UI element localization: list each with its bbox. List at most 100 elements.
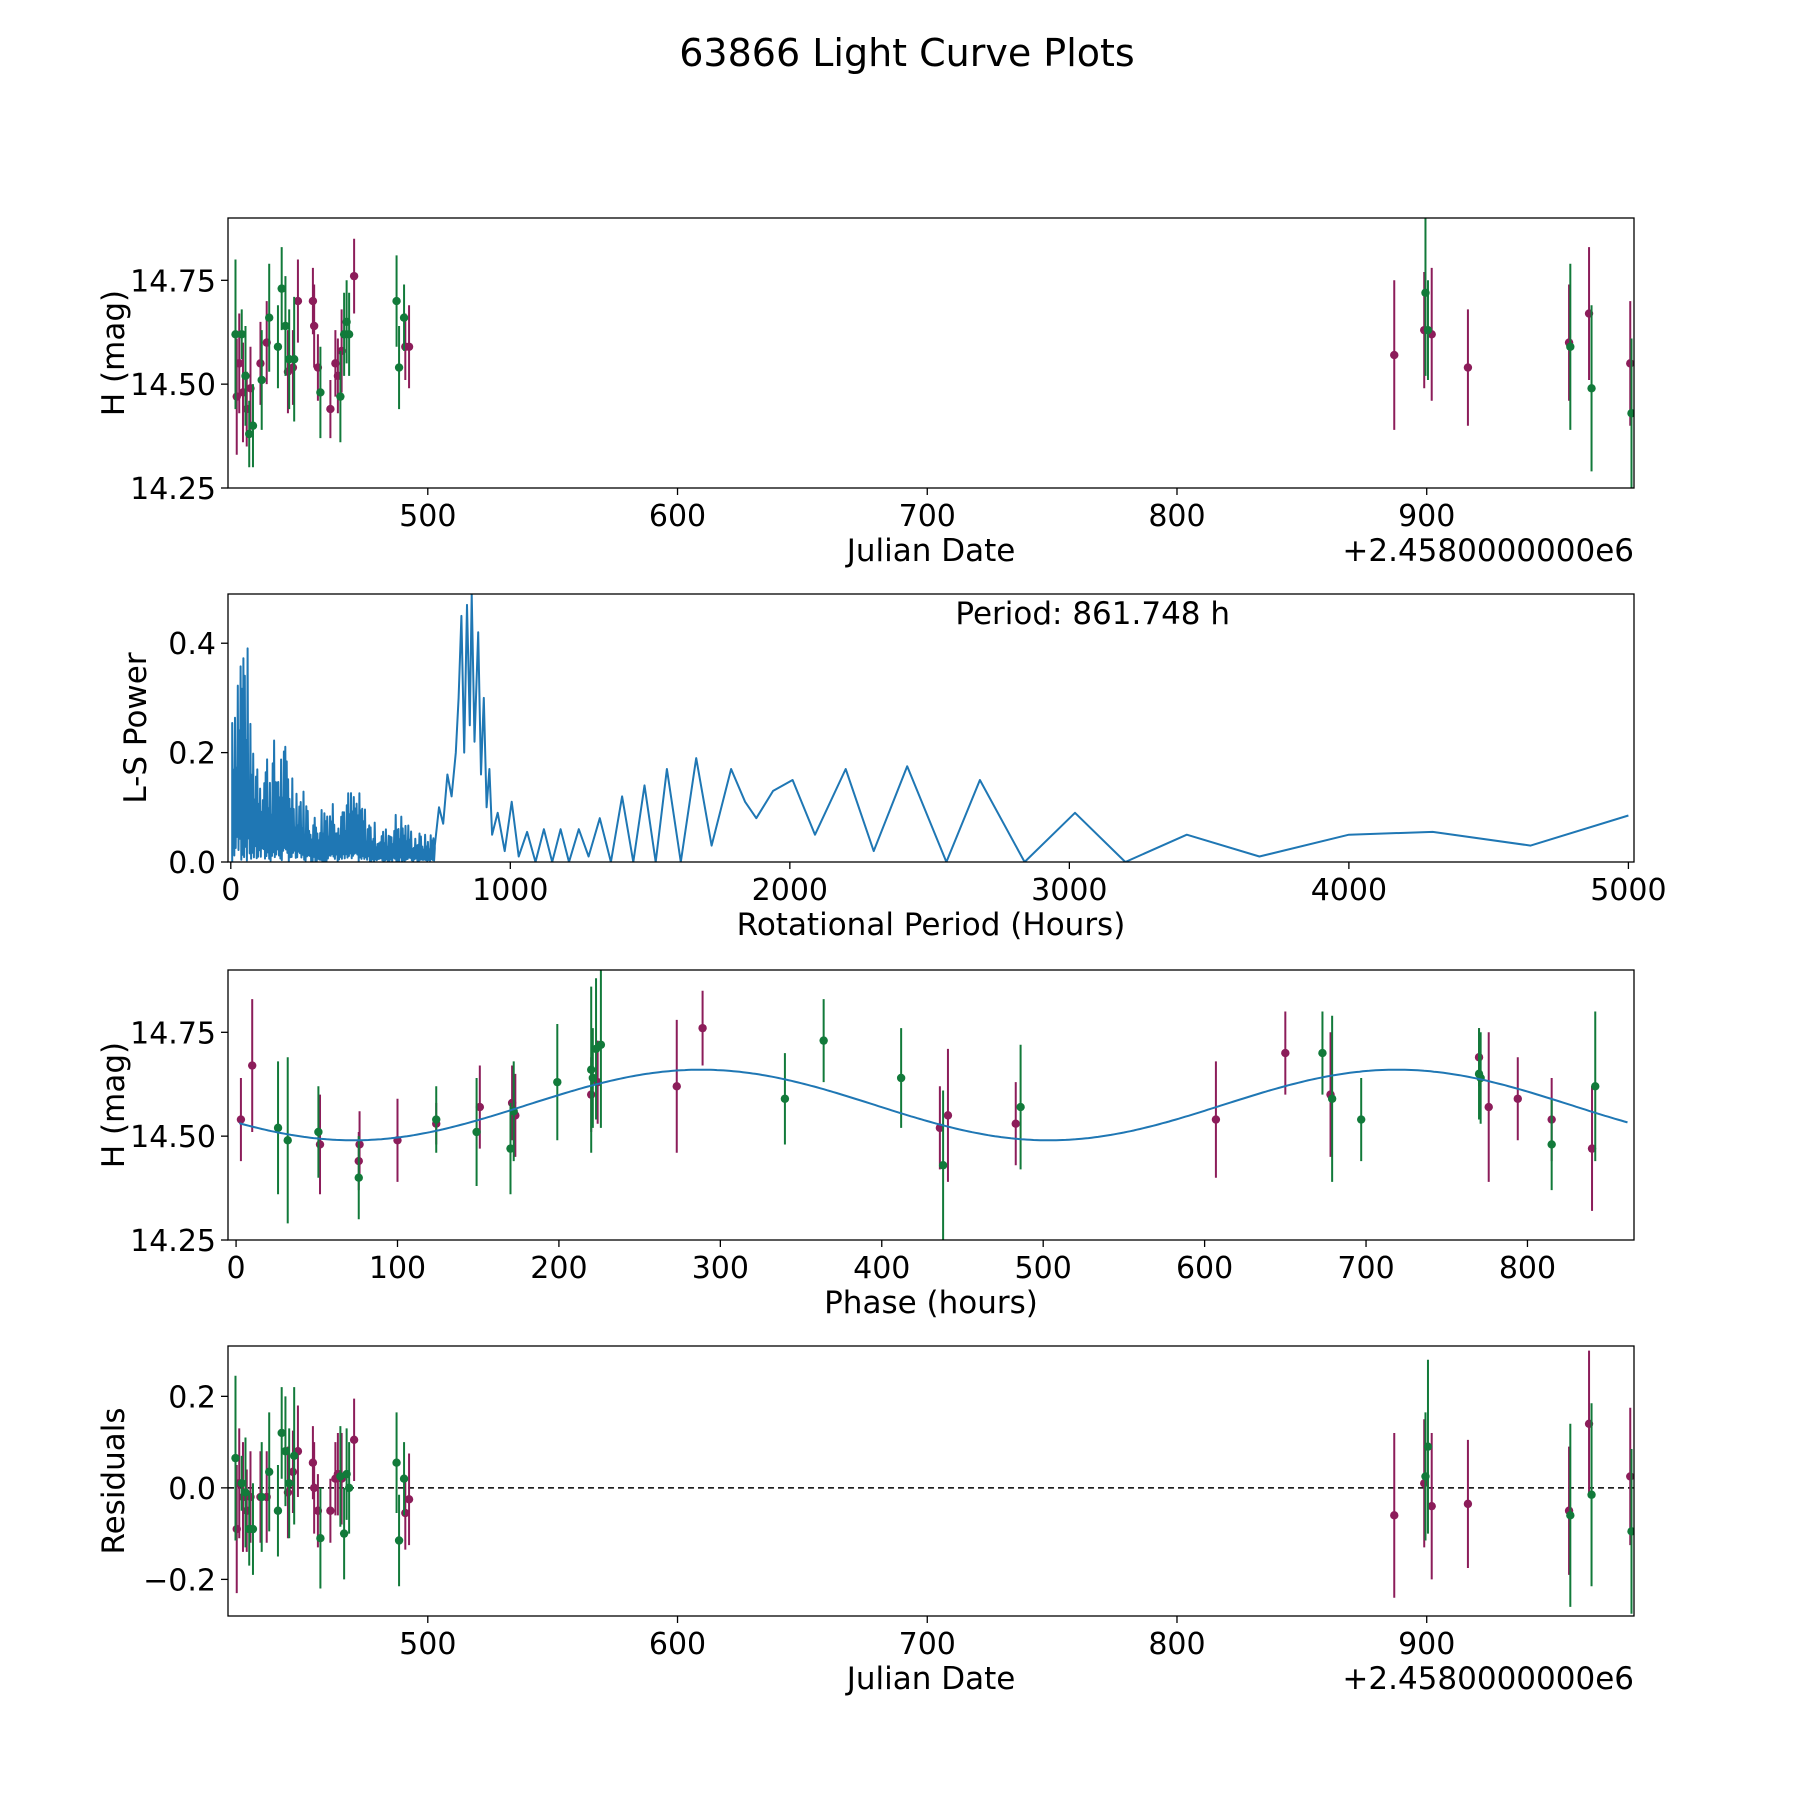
lightcurve-point-b-16 [344, 330, 354, 339]
residuals-point-b-6 [265, 1467, 274, 1477]
residuals-ytick-label-2: 0.2 [168, 1380, 216, 1415]
residuals-point-b-1 [237, 1479, 246, 1488]
phased-frame [227, 969, 1635, 1241]
residuals-xtick-label-3: 800 [1148, 1627, 1205, 1662]
phased-point-b-23 [1547, 1140, 1556, 1149]
residuals-point-b-23 [1587, 1490, 1596, 1499]
periodogram-xtick-label-0: 0 [221, 873, 240, 908]
phased-xtick-label-5: 500 [1015, 1251, 1072, 1286]
periodogram-xtick-label-5: 5000 [1590, 873, 1666, 908]
phased-point-b-9 [587, 1065, 596, 1074]
residuals-point-a-20 [1390, 1511, 1399, 1520]
phased-point-b-1 [283, 1136, 292, 1145]
lightcurve-point-a-26 [1626, 359, 1634, 368]
periodogram-xlabel: Rotational Period (Hours) [737, 907, 1126, 943]
phased-point-a-7 [475, 1102, 485, 1112]
residuals-point-b-21 [1423, 1442, 1433, 1451]
residuals-xtick-label-1: 600 [649, 1627, 706, 1662]
phased-point-a-24 [1587, 1144, 1597, 1153]
residuals-point-b-22 [1566, 1511, 1575, 1520]
lightcurve-xlabel: Julian Date [845, 533, 1016, 569]
phased-point-b-8 [553, 1077, 562, 1087]
phased-point-a-12 [672, 1082, 681, 1091]
phased-point-a-22 [1513, 1094, 1522, 1103]
phased-point-b-10 [588, 1073, 598, 1083]
residuals-point-b-12 [316, 1534, 325, 1543]
residuals-point-b-2 [241, 1488, 250, 1497]
residuals-point-b-10 [284, 1479, 294, 1488]
phased-point-b-6 [506, 1144, 515, 1153]
lightcurve-point-b-19 [399, 313, 409, 322]
periodogram-ytick-label-1: 0.2 [168, 737, 216, 772]
lightcurve-point-a-11 [326, 404, 335, 414]
lightcurve-xtick-label-0: 500 [399, 499, 456, 534]
phased-xtick-label-1: 100 [369, 1251, 426, 1286]
phased-fit-curve [239, 1068, 1628, 1142]
phased-point-b-16 [938, 1161, 948, 1170]
residuals-point-b-19 [399, 1474, 409, 1483]
residuals-xlabel: Julian Date [845, 1661, 1016, 1697]
lightcurve-plot-area [231, 218, 1634, 488]
lightcurve-ytick-label-2: 14.75 [130, 264, 216, 299]
lightcurve-panel: 500 600 700 800 900 14.25 14.50 14.75 Julian Dat… [96, 217, 1635, 569]
residuals-frame [227, 1345, 1635, 1617]
phased-point-a-13 [698, 1023, 707, 1033]
residuals-xtick-label-4: 900 [1398, 1627, 1455, 1662]
periodogram-xtick-label-3: 3000 [1031, 873, 1107, 908]
phased-point-a-15 [943, 1111, 953, 1120]
phased-xtick-label-8: 800 [1499, 1251, 1556, 1286]
lightcurve-ylabel: H (mag) [96, 290, 132, 416]
lightcurve-point-b-2 [241, 371, 250, 381]
residuals-point-b-5 [257, 1492, 266, 1502]
lightcurve-point-a-8 [308, 296, 318, 306]
phased-point-a-18 [1281, 1048, 1290, 1058]
lightcurve-point-a-9 [309, 321, 319, 331]
phased-xlabel: Phase (hours) [824, 1285, 1038, 1321]
lightcurve-point-b-18 [394, 363, 404, 372]
lightcurve-xtick-label-2: 700 [899, 499, 956, 534]
phased-point-b-17 [1016, 1102, 1025, 1112]
phased-point-b-2 [314, 1127, 323, 1137]
residuals-point-a-15 [349, 1435, 359, 1445]
phased-xtick-label-0: 0 [227, 1251, 246, 1286]
residuals-xtick-label-2: 700 [899, 1627, 956, 1662]
phased-point-a-21 [1484, 1102, 1493, 1112]
phased-point-a-2 [315, 1140, 325, 1149]
phased-point-b-12 [596, 1040, 606, 1049]
periodogram-xtick-label-2: 2000 [752, 873, 828, 908]
lightcurve-point-a-15 [349, 271, 359, 281]
phased-point-b-24 [1591, 1082, 1600, 1091]
residuals-point-b-14 [339, 1529, 349, 1538]
lightcurve-xtick-label-4: 900 [1398, 499, 1455, 534]
residuals-point-a-11 [326, 1506, 335, 1515]
residuals-offset-text: +2.4580000000e6 [1342, 1661, 1634, 1697]
periodogram-frame [227, 593, 1635, 863]
phased-point-a-1 [248, 1061, 257, 1070]
lightcurve-point-a-1 [235, 359, 244, 368]
lightcurve-point-b-6 [265, 313, 274, 322]
lightcurve-ytick-label-1: 14.50 [130, 368, 216, 403]
lightcurve-point-b-8 [277, 284, 286, 293]
lightcurve-xtick-label-1: 600 [649, 499, 706, 534]
periodogram-period-annotation: Period: 861.748 h [955, 596, 1230, 632]
phased-xtick-label-2: 200 [530, 1251, 587, 1286]
residuals-point-b-9 [281, 1447, 290, 1456]
lightcurve-point-a-5 [256, 359, 265, 368]
residuals-point-b-18 [394, 1536, 404, 1545]
residuals-point-b-7 [273, 1506, 283, 1515]
phased-xtick-label-3: 300 [692, 1251, 749, 1286]
lightcurve-point-b-13 [336, 392, 345, 401]
lightcurve-point-b-17 [392, 296, 401, 306]
residuals-point-b-24 [1627, 1527, 1634, 1536]
lightcurve-ytick-label-0: 14.25 [130, 472, 216, 507]
residuals-point-a-23 [1463, 1499, 1473, 1509]
residuals-ylabel: Residuals [96, 1407, 132, 1554]
lightcurve-point-b-12 [316, 388, 325, 397]
phased-point-b-19 [1327, 1094, 1337, 1103]
periodogram-xtick-label-4: 4000 [1311, 873, 1387, 908]
phased-point-b-15 [896, 1073, 906, 1083]
residuals-ytick-label-0: −0.2 [143, 1563, 216, 1598]
phased-point-b-3 [354, 1173, 363, 1182]
phased-point-b-0 [273, 1123, 283, 1133]
